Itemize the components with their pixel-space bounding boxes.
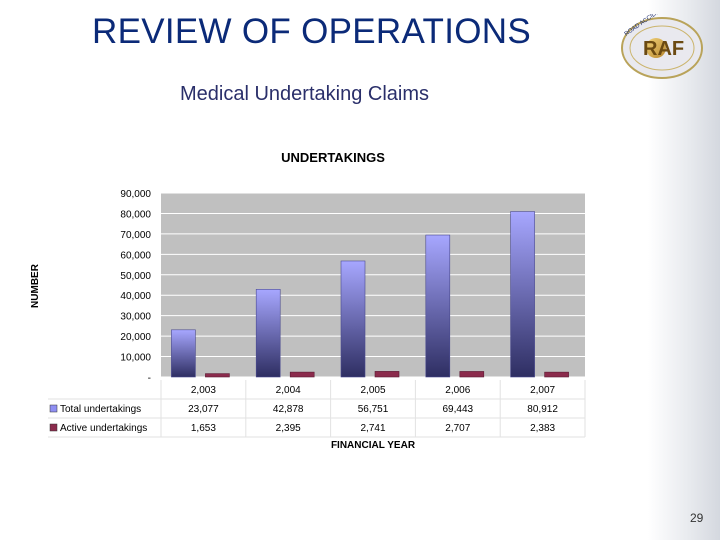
bar-active-undertakings xyxy=(459,371,485,378)
bar-active-undertakings xyxy=(374,371,400,378)
data-label: 1,653 xyxy=(191,423,216,434)
bar-active-undertakings xyxy=(205,373,230,378)
slide-subtitle: Medical Undertaking Claims xyxy=(180,83,429,105)
page-number: 29 xyxy=(690,511,704,525)
y-axis-label: NUMBER xyxy=(30,263,41,308)
data-label: 56,751 xyxy=(358,404,389,415)
slide-title: REVIEW OF OPERATIONS xyxy=(92,12,532,51)
bar-active-undertakings xyxy=(544,371,569,378)
data-label: 80,912 xyxy=(527,404,558,415)
y-tick-label: 60,000 xyxy=(120,250,151,261)
bar-total-undertakings xyxy=(255,289,281,378)
bar-active-undertakings xyxy=(289,371,315,378)
x-tick-label: 2,004 xyxy=(276,385,301,396)
x-tick-label: 2,006 xyxy=(445,385,470,396)
decorative-side-band xyxy=(648,0,720,540)
legend-swatch xyxy=(49,404,58,413)
x-tick-label: 2,003 xyxy=(191,385,216,396)
y-tick-label: 80,000 xyxy=(120,209,151,220)
legend-label: Active undertakings xyxy=(60,423,147,434)
y-tick-label: 10,000 xyxy=(120,353,151,364)
data-label: 2,707 xyxy=(445,423,470,434)
legend-swatch xyxy=(49,423,58,432)
data-label: 42,878 xyxy=(273,404,304,415)
svg-text:RAF: RAF xyxy=(643,38,684,60)
x-axis-label: FINANCIAL YEAR xyxy=(331,440,416,451)
bar-total-undertakings xyxy=(425,234,451,378)
y-tick-label: 40,000 xyxy=(120,291,151,302)
data-label: 69,443 xyxy=(443,404,474,415)
x-tick-label: 2,005 xyxy=(360,385,385,396)
data-label: 2,395 xyxy=(276,423,301,434)
undertakings-chart: UNDERTAKINGS NUMBER - 10,000 20,000 30,000 4… xyxy=(30,150,586,451)
bar-total-undertakings xyxy=(340,260,366,378)
y-tick-label: 30,000 xyxy=(120,312,151,323)
data-label: 2,741 xyxy=(360,423,385,434)
y-tick-label: - xyxy=(148,373,151,384)
chart-title: UNDERTAKINGS xyxy=(281,150,385,165)
data-label: 2,383 xyxy=(530,423,555,434)
bar-total-undertakings xyxy=(171,329,196,378)
y-tick-label: 70,000 xyxy=(120,230,151,241)
y-tick-label: 20,000 xyxy=(120,332,151,343)
data-label: 23,077 xyxy=(188,404,219,415)
y-tick-label: 90,000 xyxy=(120,189,151,200)
x-tick-label: 2,007 xyxy=(530,385,555,396)
bar-total-undertakings xyxy=(510,211,535,378)
data-table-bg xyxy=(48,380,585,437)
legend-label: Total undertakings xyxy=(60,404,141,415)
y-tick-label: 50,000 xyxy=(120,271,151,282)
